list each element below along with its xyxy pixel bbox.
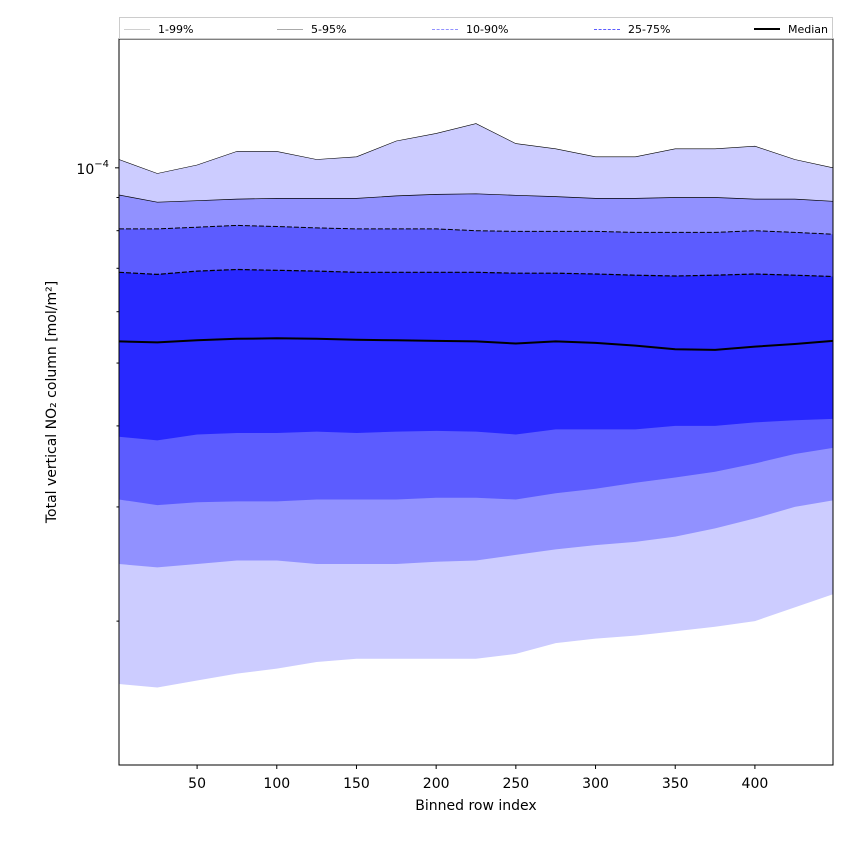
legend-item: 5-95%	[277, 21, 346, 37]
x-tick-label: 100	[263, 776, 290, 792]
x-tick-label: 200	[423, 776, 450, 792]
x-tick-label: 150	[343, 776, 370, 792]
percentile-bands	[119, 123, 833, 688]
y-axis-label: Total vertical NO₂ column [mol/m²]	[44, 280, 60, 524]
legend: 1-99% 5-95% 10-90% 25-75% Median	[119, 17, 833, 39]
x-tick-label: 400	[742, 776, 769, 792]
legend-item: 10-90%	[432, 21, 508, 37]
x-axis-label: Binned row index	[415, 798, 537, 814]
legend-item: Median	[753, 21, 828, 37]
legend-swatch	[277, 28, 303, 30]
legend-label: 1-99%	[158, 22, 194, 36]
y-axis-ticks: 10−4	[76, 159, 119, 622]
legend-label: Median	[787, 22, 828, 36]
legend-label: 10-90%	[466, 22, 509, 36]
percentile-lines	[118, 123, 834, 351]
legend-swatch	[594, 28, 620, 30]
legend-swatch	[753, 28, 780, 30]
x-tick-label: 50	[188, 776, 206, 792]
line-95pct	[118, 193, 834, 203]
plot-frame	[118, 38, 834, 766]
legend-item: 1-99%	[124, 21, 193, 37]
line-90pct	[119, 224, 834, 235]
legend-item: 25-75%	[594, 21, 670, 37]
x-tick-label: 250	[502, 776, 529, 792]
y-tick-label: 10−4	[76, 159, 109, 178]
legend-label: 5-95%	[311, 22, 347, 36]
line-99pct	[118, 123, 834, 174]
band-25-75	[119, 269, 833, 441]
line-75pct	[118, 268, 834, 278]
legend-label: 25-75%	[628, 22, 671, 36]
legend-swatch	[124, 28, 150, 30]
x-tick-label: 350	[662, 776, 689, 792]
x-axis-ticks: 50 100 150 200 250 300 350 400	[188, 765, 768, 792]
legend-swatch	[432, 28, 458, 30]
x-tick-label: 300	[582, 776, 609, 792]
line-median	[118, 337, 834, 351]
